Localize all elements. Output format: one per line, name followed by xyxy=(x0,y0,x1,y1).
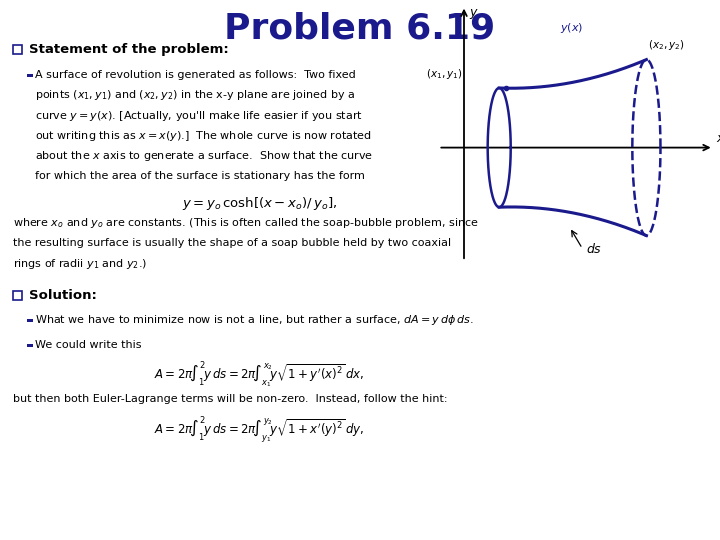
Text: Statement of the problem:: Statement of the problem: xyxy=(29,43,228,56)
Text: points $(x_1,y_1)$ and $(x_2,y_2)$ in the x-y plane are joined by a: points $(x_1,y_1)$ and $(x_2,y_2)$ in th… xyxy=(35,89,355,103)
Bar xyxy=(27,343,33,347)
Text: What we have to minimize now is not a line, but rather a surface, $dA = y\,d\phi: What we have to minimize now is not a li… xyxy=(35,313,473,327)
Text: about the $x$ axis to generate a surface.  Show that the curve: about the $x$ axis to generate a surface… xyxy=(35,149,373,163)
Text: $A = 2\pi\!\int_1^2\! y\,ds = 2\pi\!\int_{y_1}^{y_2}\! y\sqrt{1+x'(y)^2}\,dy,$: $A = 2\pi\!\int_1^2\! y\,ds = 2\pi\!\int… xyxy=(154,414,364,445)
Text: A surface of revolution is generated as follows:  Two fixed: A surface of revolution is generated as … xyxy=(35,70,355,80)
Text: October 21, 2010: October 21, 2010 xyxy=(461,488,576,501)
Text: We could write this: We could write this xyxy=(35,340,141,350)
Text: for which the area of the surface is stationary has the form: for which the area of the surface is sta… xyxy=(35,171,364,181)
Text: Problem 6.19: Problem 6.19 xyxy=(225,12,495,46)
Text: $ds$: $ds$ xyxy=(585,241,602,255)
Bar xyxy=(27,319,33,322)
Text: $A = 2\pi\!\int_1^2\! y\,ds = 2\pi\!\int_{x_1}^{x_2}\! y\sqrt{1+y'(x)^2}\,dx,$: $A = 2\pi\!\int_1^2\! y\,ds = 2\pi\!\int… xyxy=(154,360,364,390)
Text: where $x_o$ and $y_o$ are constants. (This is often called the soap-bubble probl: where $x_o$ and $y_o$ are constants. (Th… xyxy=(13,216,479,230)
Text: Solution:: Solution: xyxy=(29,289,96,302)
Text: at: at xyxy=(126,488,146,505)
Text: THE EDGE IN KNOWLEDGE: THE EDGE IN KNOWLEDGE xyxy=(582,517,685,523)
Text: the resulting surface is usually the shape of a soap bubble held by two coaxial: the resulting surface is usually the sha… xyxy=(13,238,451,248)
Text: $y(x)$: $y(x)$ xyxy=(560,21,583,35)
Text: rings of radii $y_1$ and $y_2$.): rings of radii $y_1$ and $y_2$.) xyxy=(13,256,147,271)
Text: New Jersey's Science & Technology University: New Jersey's Science & Technology Univer… xyxy=(230,517,391,523)
Text: x: x xyxy=(717,132,720,145)
Bar xyxy=(13,291,22,300)
Text: y: y xyxy=(469,6,477,19)
Text: Physics: Physics xyxy=(22,488,103,505)
Text: out writing this as $x=x(y)$.]  The whole curve is now rotated: out writing this as $x=x(y)$.] The whole… xyxy=(35,129,372,143)
Text: $y = y_o\,\mathrm{cosh}[(x-x_o)/\,y_o],$: $y = y_o\,\mathrm{cosh}[(x-x_o)/\,y_o],$ xyxy=(181,195,337,212)
Text: $(x_1,y_1)$: $(x_1,y_1)$ xyxy=(426,66,463,80)
Bar xyxy=(13,45,22,54)
Text: but then both Euler-Lagrange terms will be non-zero.  Instead, follow the hint:: but then both Euler-Lagrange terms will … xyxy=(13,394,447,404)
Text: N J I T: N J I T xyxy=(187,484,256,504)
Bar xyxy=(27,74,33,77)
Text: curve $y=y(x)$. [Actually, you'll make life easier if you start: curve $y=y(x)$. [Actually, you'll make l… xyxy=(35,109,362,123)
Text: $(x_2,y_2)$: $(x_2,y_2)$ xyxy=(648,38,685,52)
